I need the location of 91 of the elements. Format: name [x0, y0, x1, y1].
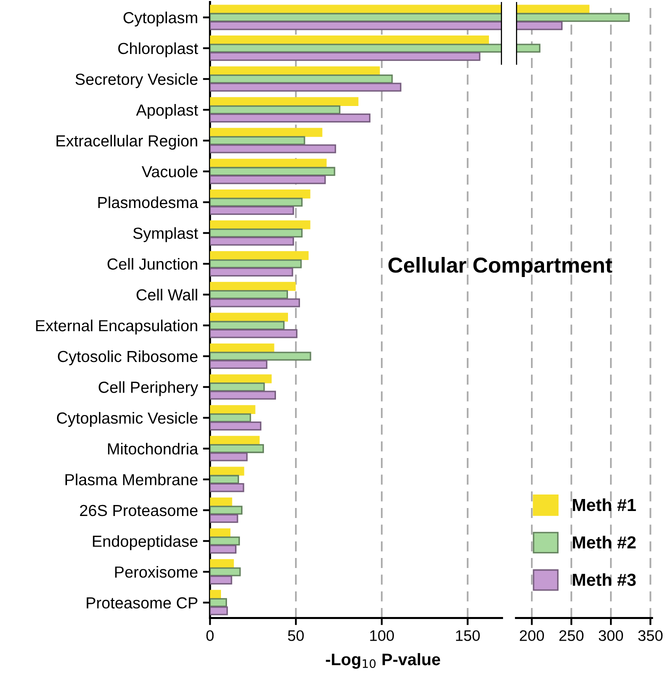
bar — [210, 352, 312, 361]
bar — [210, 36, 489, 44]
bar — [210, 360, 268, 369]
y-tick-label: Cytoplasmic Vesicle — [56, 412, 198, 427]
y-tick-label: Cell Periphery — [98, 381, 198, 396]
bar — [210, 474, 240, 484]
bar — [210, 320, 285, 330]
bar — [210, 544, 236, 554]
bar — [210, 259, 302, 268]
bar — [210, 528, 230, 538]
legend-label: Meth #2 — [572, 536, 636, 549]
bar — [210, 52, 480, 61]
bar — [210, 466, 244, 476]
bar — [210, 606, 228, 616]
bar — [210, 228, 303, 238]
bar — [210, 198, 303, 207]
bar — [210, 190, 310, 198]
bar — [210, 498, 232, 506]
y-tick-label: Vacuole — [142, 166, 198, 178]
bar — [210, 576, 232, 584]
y-tick-label: Chloroplast — [118, 42, 198, 58]
x-tick-label: 150 — [456, 630, 480, 642]
x-axis-title: -Log$_{10}$ P-value — [326, 653, 440, 669]
x-tick-label: 350 — [638, 630, 663, 642]
bar — [210, 590, 221, 599]
bar — [210, 390, 276, 400]
bar — [210, 166, 336, 176]
bar — [210, 567, 241, 576]
bar — [210, 422, 262, 430]
bar — [210, 282, 296, 291]
y-tick-label: Symplast — [133, 227, 198, 242]
bar — [210, 44, 502, 53]
bar — [210, 66, 380, 76]
bar — [210, 536, 240, 546]
y-tick-label: Proteasome CP — [86, 597, 198, 609]
bar — [210, 175, 326, 184]
bar — [210, 298, 300, 308]
bar — [210, 268, 294, 276]
bar — [210, 105, 340, 114]
bar — [210, 329, 298, 338]
bar — [210, 220, 310, 230]
x-tick-label: 200 — [520, 630, 544, 642]
bar — [210, 206, 294, 215]
bar — [210, 136, 306, 146]
legend-label: Meth #3 — [572, 573, 636, 586]
bar — [210, 514, 238, 523]
bar — [210, 598, 228, 608]
y-tick-label: 26S Proteasome — [80, 504, 198, 516]
bar — [210, 405, 256, 414]
bar — [210, 413, 252, 422]
bar — [210, 290, 288, 300]
y-tick-label: Mitochondria — [108, 442, 198, 455]
y-tick-label: Plasmodesma — [98, 196, 198, 208]
y-tick-label: Plasma Membrane — [65, 474, 198, 486]
text: Cellular Compartment — [388, 256, 612, 278]
y-tick-label: Cell Wall — [136, 288, 198, 301]
y-tick-label: External Encapsulation — [36, 320, 198, 334]
bar — [210, 559, 234, 568]
y-tick-label: Cell Junction — [108, 258, 198, 270]
bar — [210, 374, 272, 384]
y-tick-label: Endopeptidase — [92, 535, 198, 550]
bar — [210, 74, 393, 84]
bar — [210, 4, 502, 14]
bar — [210, 236, 294, 246]
x-tick-label: 300 — [598, 630, 624, 642]
bar — [210, 251, 309, 260]
bar — [210, 128, 322, 137]
bar — [210, 436, 260, 445]
bar — [210, 114, 370, 122]
bar — [210, 506, 242, 515]
y-tick-label: Extracellular Region — [56, 134, 198, 150]
y-tick-label: Apoplast — [136, 104, 198, 119]
bar — [210, 21, 502, 30]
bar — [210, 312, 288, 322]
bar — [210, 452, 248, 462]
x-tick-label: 50 — [288, 630, 304, 642]
y-tick-label: Cytoplasm — [124, 12, 198, 26]
bar — [210, 382, 265, 392]
x-tick-label: 100 — [370, 630, 394, 642]
bar — [210, 144, 336, 154]
legend-label: Meth #1 — [572, 498, 636, 512]
x-tick-label: 250 — [559, 630, 584, 642]
y-tick-label: Cytosolic Ribosome — [58, 350, 198, 366]
x-tick-label: 0 — [206, 630, 214, 642]
bar — [210, 444, 264, 454]
bar — [210, 97, 358, 106]
y-tick-label: Secretory Vesicle — [76, 73, 198, 88]
bar — [210, 483, 244, 492]
bar — [210, 158, 327, 168]
bar — [210, 82, 402, 92]
y-tick-label: Peroxisome — [115, 566, 198, 578]
